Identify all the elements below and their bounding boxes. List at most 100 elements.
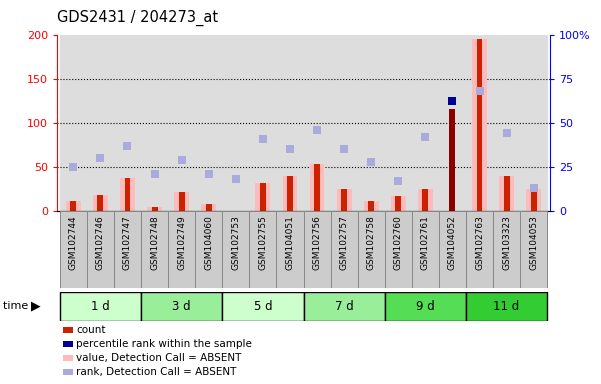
Point [502,131,511,137]
Bar [526,189,541,211]
Bar [249,35,276,211]
Point [231,176,240,182]
Bar [385,292,466,321]
Text: GSM102758: GSM102758 [367,215,376,270]
Text: GSM102746: GSM102746 [96,215,105,270]
Bar [206,204,212,211]
Point [367,159,376,165]
Text: GSM102753: GSM102753 [231,215,240,270]
Bar [141,292,222,321]
Point [177,157,186,163]
Text: GSM102747: GSM102747 [123,215,132,270]
Bar [276,35,304,211]
Bar [385,211,412,288]
Text: 5 d: 5 d [254,300,272,313]
Point [529,185,538,191]
Text: 11 d: 11 d [493,300,520,313]
Text: 9 d: 9 d [416,300,435,313]
Bar [174,192,189,211]
Bar [341,189,347,211]
Bar [385,35,412,211]
Bar [260,183,266,211]
Bar [310,164,325,211]
Bar [114,211,141,288]
Bar [391,196,406,211]
Bar [304,292,385,321]
Text: GDS2431 / 204273_at: GDS2431 / 204273_at [57,10,218,26]
Point [394,178,403,184]
Bar [466,292,547,321]
Bar [222,35,249,211]
Text: GSM104053: GSM104053 [529,215,538,270]
Bar [97,195,103,211]
Bar [304,211,331,288]
Bar [314,164,320,211]
Bar [412,35,439,211]
Bar [276,211,304,288]
Bar [439,35,466,211]
Text: GSM104051: GSM104051 [285,215,294,270]
Bar [520,211,547,288]
Point [448,98,457,104]
Point [285,146,294,152]
Bar [87,35,114,211]
Bar [493,211,520,288]
Bar [358,35,385,211]
Bar [222,211,249,288]
Bar [147,207,162,211]
Bar [477,39,483,211]
Text: GSM102761: GSM102761 [421,215,430,270]
Point [150,171,159,177]
Bar [195,211,222,288]
Bar [368,202,374,211]
Bar [60,292,141,321]
Bar [287,176,293,211]
Text: 1 d: 1 d [91,300,110,313]
Text: value, Detection Call = ABSENT: value, Detection Call = ABSENT [76,353,242,363]
Bar [201,204,216,211]
Bar [439,211,466,288]
Text: GSM103323: GSM103323 [502,215,511,270]
Text: GSM102748: GSM102748 [150,215,159,270]
Text: GSM102749: GSM102749 [177,215,186,270]
Bar [466,35,493,211]
Bar [282,176,297,211]
Bar [418,189,433,211]
Bar [168,35,195,211]
Point [340,146,349,152]
Point [313,127,322,133]
Bar [93,195,108,211]
Point [475,88,484,94]
Text: GSM102755: GSM102755 [258,215,267,270]
Bar [124,178,130,211]
Bar [466,211,493,288]
Bar [151,207,157,211]
Text: count: count [76,325,106,335]
Point [123,143,132,149]
Text: time: time [3,301,32,311]
Bar [520,35,547,211]
Text: rank, Detection Call = ABSENT: rank, Detection Call = ABSENT [76,367,237,377]
Text: GSM102760: GSM102760 [394,215,403,270]
Bar [358,211,385,288]
Text: GSM102744: GSM102744 [69,215,78,270]
Bar [337,189,352,211]
Bar [60,211,87,288]
Point [204,171,213,177]
Text: 3 d: 3 d [172,300,191,313]
Bar [364,202,379,211]
Text: GSM104060: GSM104060 [204,215,213,270]
Text: GSM104052: GSM104052 [448,215,457,270]
Bar [395,196,401,211]
Bar [423,189,429,211]
Text: GSM102756: GSM102756 [313,215,322,270]
Bar [331,35,358,211]
Bar [450,109,456,211]
Bar [114,35,141,211]
Bar [249,211,276,288]
Text: percentile rank within the sample: percentile rank within the sample [76,339,252,349]
Bar [60,35,87,211]
Bar [178,192,185,211]
Bar [222,292,304,321]
Point [258,136,267,142]
